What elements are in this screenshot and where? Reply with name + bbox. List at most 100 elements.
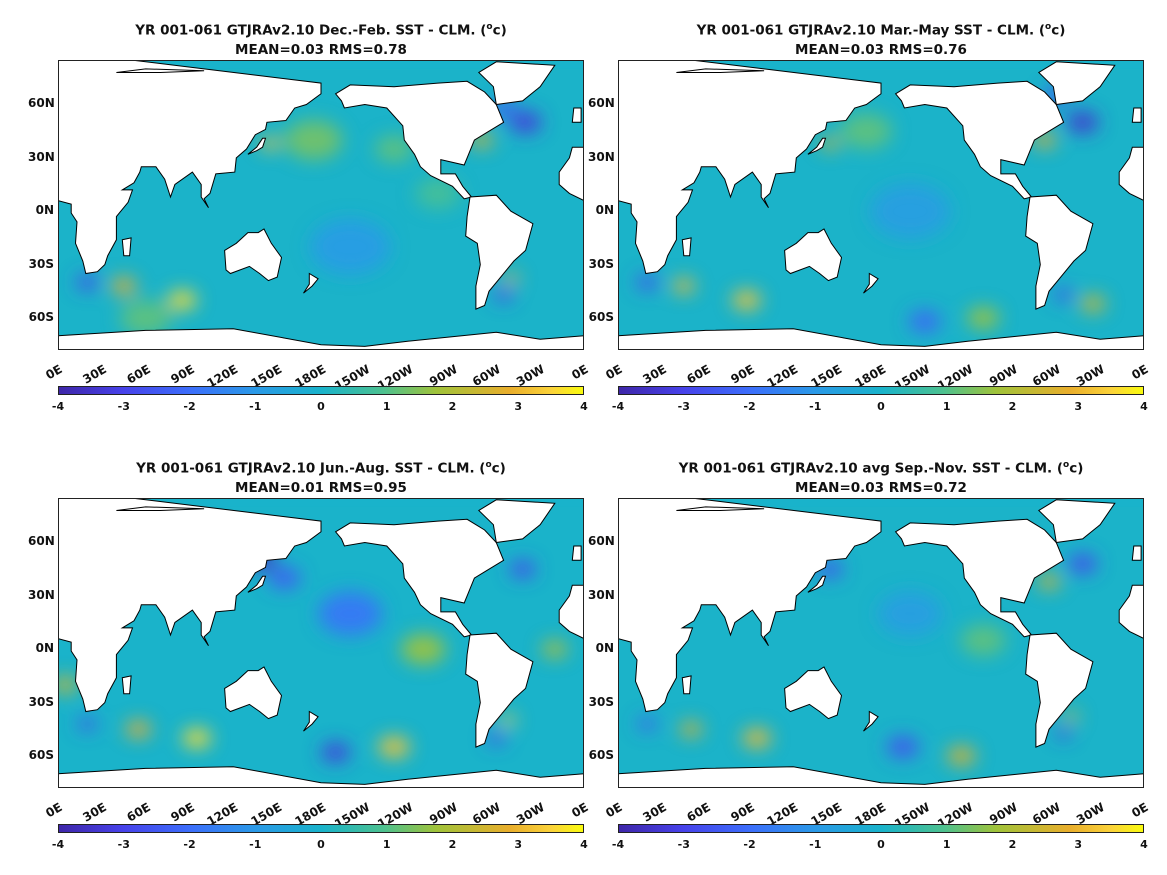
land-mass: [224, 228, 283, 282]
anomaly-patch: [967, 306, 1000, 329]
colorbar-tick-label: 0: [877, 838, 885, 851]
x-tick-label: 0E: [569, 800, 591, 821]
colorbar-tick-label: 0: [317, 838, 325, 851]
anomaly-patch: [400, 633, 446, 665]
y-tick-label: 0N: [595, 203, 614, 218]
anomaly-patch: [870, 183, 951, 239]
anomaly-patch: [742, 728, 772, 749]
map-area: [618, 498, 1144, 788]
colorbar-tick-label: -4: [611, 838, 625, 851]
y-tick-label: 60N: [28, 96, 55, 111]
arctic-band: [618, 498, 1144, 507]
x-tick-label: 0E: [569, 362, 591, 383]
title-text: YR 001-061 GTJRAv2.10 Jun.-Aug. SST - CL…: [136, 460, 486, 477]
anomaly-patch: [486, 731, 506, 745]
colorbar-tick-label: 3: [1074, 838, 1083, 851]
map-frame: [618, 498, 1144, 788]
land-mass: [116, 68, 205, 73]
land-mass: [558, 584, 584, 640]
anomaly-patch: [378, 736, 411, 759]
y-tick-label: 30S: [588, 256, 614, 271]
land-mass: [784, 666, 843, 720]
anomaly-patch: [182, 728, 212, 749]
x-tick-label: 0E: [1129, 362, 1151, 383]
y-tick-label: 60N: [588, 96, 615, 111]
y-tick-label: 0N: [35, 203, 54, 218]
land-mass: [681, 237, 692, 257]
colorbar: [58, 386, 584, 395]
anomaly-patch: [500, 714, 517, 726]
x-tick-label: 30E: [80, 362, 109, 387]
y-tick-label: 30N: [588, 587, 615, 602]
anomaly-patch: [960, 624, 1006, 656]
anomaly-patch: [509, 111, 542, 134]
colorbar-tick-label: 0: [877, 400, 885, 413]
colorbar-tick-label: -2: [743, 400, 756, 413]
x-tick-label: 0E: [603, 362, 625, 383]
anomaly-patch: [58, 676, 79, 694]
land-mass: [807, 575, 827, 593]
anomaly-patch: [76, 274, 99, 291]
y-tick-label: 30S: [588, 694, 614, 709]
x-tick-label: 0E: [603, 800, 625, 821]
anomaly-patch: [637, 717, 657, 731]
land-mass: [558, 146, 584, 202]
x-tick-label: 60E: [684, 362, 713, 387]
anomaly-patch: [908, 310, 941, 333]
y-tick-label: 60S: [28, 747, 54, 762]
land-mass: [116, 506, 205, 511]
colorbar-tick-label: 3: [514, 400, 523, 413]
land-mass: [224, 666, 283, 720]
colorbar: [618, 824, 1144, 833]
land-mass: [477, 499, 556, 544]
x-tick-label: 0E: [43, 800, 65, 821]
anomaly-patch: [840, 113, 892, 149]
title-unit: c): [1051, 22, 1066, 39]
map-area: [618, 60, 1144, 350]
land-mass: [334, 518, 505, 638]
y-tick-label: 60N: [28, 534, 55, 549]
title-unit: c): [1069, 460, 1084, 477]
land-mass: [571, 545, 582, 561]
y-tick-label: 60S: [28, 309, 54, 324]
title-unit-superscript: o: [1063, 460, 1070, 470]
land-mass: [465, 194, 534, 310]
anomaly-patch: [494, 288, 514, 302]
anomaly-patch: [878, 591, 943, 636]
map-panel-jja: YR 001-061 GTJRAv2.10 Jun.-Aug. SST - CL…: [28, 448, 591, 868]
title-text: YR 001-061 GTJRAv2.10 avg Sep.-Nov. SST …: [678, 460, 1064, 477]
anomaly-patch: [110, 277, 137, 295]
colorbar-tick-label: -3: [117, 838, 130, 851]
y-tick-label: 60S: [588, 309, 614, 324]
anomaly-patch: [415, 178, 461, 209]
colorbar-tick-label: 2: [1008, 838, 1017, 851]
land-mass: [1118, 146, 1144, 202]
land-mass: [1037, 499, 1116, 544]
map-frame: [58, 60, 584, 350]
land-mass: [618, 766, 1144, 788]
anomaly-patch: [1062, 711, 1079, 723]
map-area: [58, 498, 584, 788]
anomaly-patch: [502, 273, 519, 285]
colorbar-tick-label: -1: [249, 838, 262, 851]
colorbar-tick-label: -1: [809, 838, 822, 851]
map-panel-son: YR 001-061 GTJRAv2.10 avg Sep.-Nov. SST …: [588, 448, 1151, 868]
x-tick-label: 60E: [124, 800, 153, 825]
title-unit: c): [492, 22, 507, 39]
anomaly-patch: [886, 736, 919, 759]
x-tick-label: 90E: [727, 362, 757, 387]
colorbar-tick-label: 1: [942, 400, 951, 413]
y-tick-label: 0N: [35, 641, 54, 656]
y-tick-label: 60N: [588, 534, 615, 549]
land-mass: [303, 272, 319, 294]
panel-title: YR 001-061 GTJRAv2.10 Dec.-Feb. SST - CL…: [58, 18, 584, 60]
x-tick-label: 90E: [727, 800, 757, 825]
anomaly-patch: [732, 290, 761, 311]
land-mass: [121, 237, 132, 257]
x-tick-label: 90E: [167, 800, 197, 825]
land-mass: [1118, 584, 1144, 640]
land-mass: [863, 272, 879, 294]
x-tick-label: 0E: [1129, 800, 1151, 821]
sst-anomaly-map: [618, 498, 1144, 788]
x-tick-label: 0E: [43, 362, 65, 383]
